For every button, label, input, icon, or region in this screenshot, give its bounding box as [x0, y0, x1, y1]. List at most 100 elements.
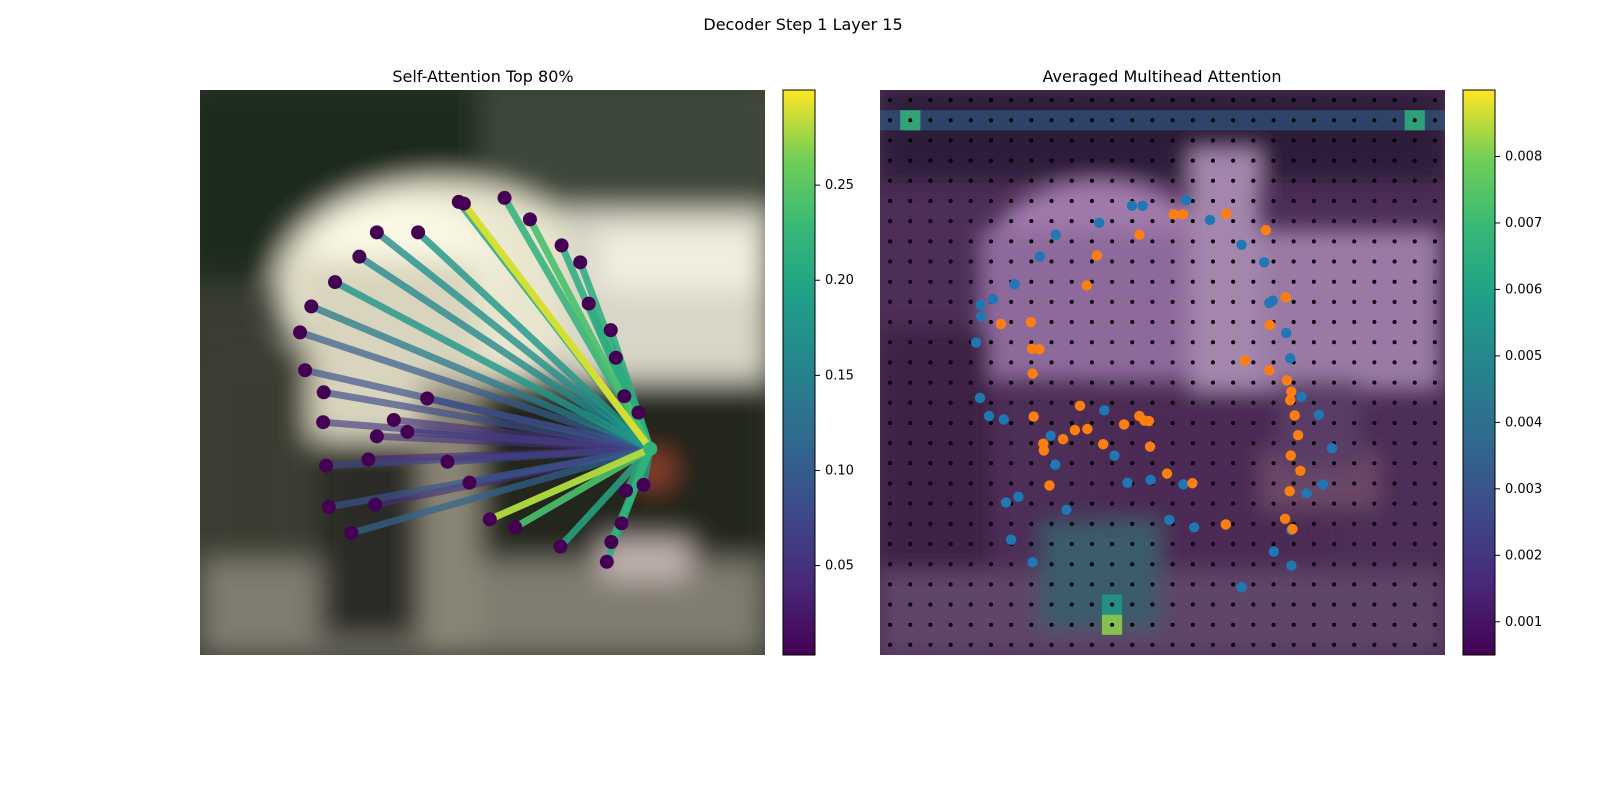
grid-dot — [1392, 642, 1397, 647]
grid-dot — [928, 259, 933, 264]
grid-dot — [1352, 461, 1357, 466]
grid-dot — [1231, 320, 1236, 325]
grid-dot — [948, 521, 953, 526]
grid-dot — [928, 279, 933, 284]
grid-dots — [888, 98, 1437, 647]
grid-dot — [908, 158, 913, 163]
grid-dot — [1170, 360, 1175, 365]
grid-dot — [1392, 521, 1397, 526]
token-point — [482, 512, 497, 527]
grid-dot — [1150, 138, 1155, 143]
orange-keypoint — [1177, 209, 1189, 220]
grid-dot — [1110, 198, 1115, 203]
grid-dot — [1170, 219, 1175, 224]
grid-dot — [988, 501, 993, 506]
grid-dot — [1332, 320, 1337, 325]
grid-dot — [1089, 259, 1094, 264]
grid-dot — [1089, 602, 1094, 607]
grid-dot — [928, 420, 933, 425]
orange-keypoint — [1161, 468, 1173, 479]
grid-dot — [1009, 360, 1014, 365]
grid-dot — [1069, 642, 1074, 647]
grid-dot — [1291, 279, 1296, 284]
attention-line — [526, 217, 654, 451]
grid-dot — [1009, 380, 1014, 385]
grid-dot — [888, 380, 893, 385]
token-point — [328, 275, 343, 290]
grid-dot — [1412, 279, 1417, 284]
blue-keypoint — [1126, 200, 1138, 212]
grid-dot — [1271, 481, 1276, 486]
orange-keypoint — [1220, 519, 1231, 530]
colorbar-tick-label: 0.001 — [1505, 615, 1542, 630]
grid-dot — [1210, 340, 1215, 345]
grid-dot — [1069, 219, 1074, 224]
orange-keypoint — [1239, 355, 1251, 366]
token-point — [361, 452, 376, 467]
grid-dot — [1069, 602, 1074, 607]
grid-dot — [1170, 279, 1175, 284]
grid-dot — [1392, 259, 1397, 264]
grid-dot — [1231, 622, 1236, 627]
grid-dot — [1372, 481, 1377, 486]
grid-dot — [1291, 219, 1296, 224]
orange-keypoint — [1264, 365, 1275, 376]
grid-dot — [988, 562, 993, 567]
left-colorbar-ticks: 0.05 0.10 0.15 0.20 0.25 — [815, 178, 854, 574]
grid-dot — [1049, 441, 1054, 446]
grid-dot — [1049, 138, 1054, 143]
grid-dot — [1311, 400, 1316, 405]
grid-dot — [1150, 582, 1155, 587]
grid-dot — [1372, 501, 1377, 506]
grid-dot — [908, 320, 913, 325]
grid-dot — [1049, 400, 1054, 405]
blue-keypoint — [1259, 257, 1270, 268]
grid-dot — [1190, 178, 1195, 183]
grid-dot — [1291, 118, 1296, 123]
grid-dot — [1352, 542, 1357, 547]
grid-dot — [1049, 299, 1054, 304]
colorbar-tick-label: 0.05 — [825, 559, 854, 574]
grid-dot — [1170, 420, 1175, 425]
grid-dot — [968, 118, 973, 123]
grid-dot — [1150, 239, 1155, 244]
grid-dot — [1130, 259, 1135, 264]
grid-dot — [888, 562, 893, 567]
token-point — [581, 296, 596, 311]
grid-dot — [1029, 299, 1034, 304]
grid-dot — [1029, 622, 1034, 627]
grid-dot — [1412, 340, 1417, 345]
grid-dot — [1352, 158, 1357, 163]
grid-dot — [1069, 340, 1074, 345]
grid-dot — [1432, 259, 1437, 264]
token-point — [614, 516, 629, 531]
grid-dot — [1372, 380, 1377, 385]
grid-dot — [908, 521, 913, 526]
grid-dot — [1009, 259, 1014, 264]
grid-dot — [948, 400, 953, 405]
grid-dot — [1372, 138, 1377, 143]
grid-dot — [1190, 622, 1195, 627]
grid-dot — [1190, 259, 1195, 264]
grid-dot — [928, 562, 933, 567]
grid-dot — [1271, 360, 1276, 365]
orange-keypoint — [1221, 208, 1232, 219]
attention-line — [298, 329, 652, 453]
grid-dot — [1392, 219, 1397, 224]
grid-dot — [1291, 582, 1296, 587]
orange-keypoint — [1292, 430, 1304, 441]
grid-dot — [1150, 380, 1155, 385]
grid-dot — [1332, 219, 1337, 224]
grid-dot — [1432, 420, 1437, 425]
grid-dot — [968, 542, 973, 547]
grid-dot — [1392, 481, 1397, 486]
grid-dot — [1190, 441, 1195, 446]
grid-dot — [1009, 461, 1014, 466]
orange-keypoint — [1082, 423, 1093, 435]
grid-dot — [1251, 501, 1256, 506]
grid-dot — [1432, 239, 1437, 244]
grid-dot — [928, 582, 933, 587]
attention-line — [325, 445, 651, 470]
grid-dot — [1352, 98, 1357, 103]
blue-keypoint — [1317, 479, 1329, 490]
